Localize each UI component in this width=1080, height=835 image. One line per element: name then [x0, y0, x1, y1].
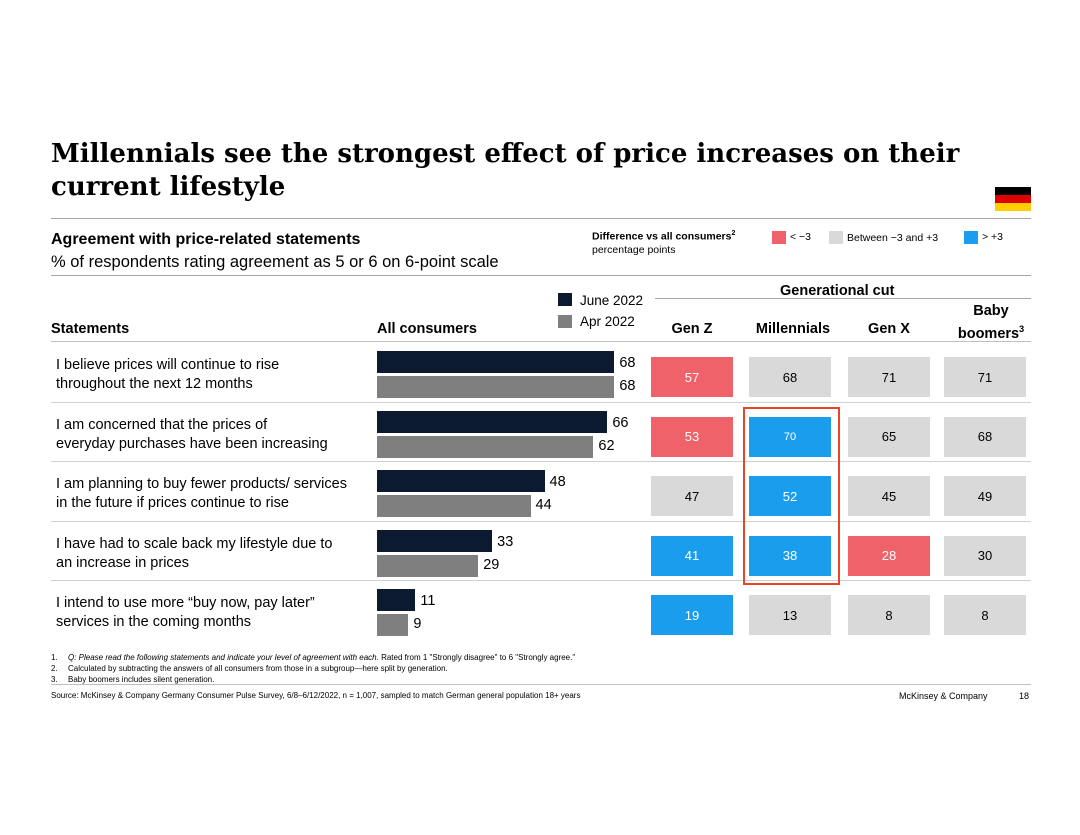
generation-cell: 38 — [749, 535, 831, 576]
bar-apr-2022 — [377, 614, 409, 636]
generation-cell: 28 — [848, 535, 930, 576]
title-divider — [51, 218, 1031, 219]
bar-value-label: 66 — [612, 414, 629, 431]
legend-swatch-april — [558, 315, 572, 328]
brand-name: McKinsey & Company — [899, 691, 988, 701]
bar-june-2022 — [377, 589, 416, 611]
generation-cell: 13 — [749, 595, 831, 635]
statement-line: throughout the next 12 months — [56, 376, 253, 392]
bar-june-2022 — [377, 470, 545, 492]
generation-cell: 71 — [944, 357, 1026, 397]
generation-cell: 68 — [944, 416, 1026, 457]
legend-label-low: < −3 — [790, 231, 812, 243]
generation-cell: 19 — [651, 595, 733, 635]
diff-legend-unit: percentage points — [592, 244, 676, 256]
generation-cell: 53 — [651, 416, 733, 457]
germany-flag-icon — [995, 187, 1031, 211]
bar-value-label: 11 — [420, 593, 436, 609]
bar-june-2022 — [377, 529, 493, 552]
header-divider — [51, 341, 1031, 342]
bar-apr-2022 — [377, 435, 594, 458]
statement-line: I am concerned that the prices of — [56, 416, 268, 433]
footer-divider — [51, 684, 1031, 685]
generation-cell: 30 — [944, 535, 1026, 576]
chart-unit: % of respondents rating agreement as 5 o… — [51, 253, 499, 271]
bar-apr-2022 — [377, 376, 615, 398]
generation-cell: 52 — [749, 476, 831, 516]
generation-cell: 45 — [848, 476, 930, 516]
legend-swatch-june — [558, 293, 572, 306]
bar-value-label: 68 — [619, 355, 636, 371]
flag-stripe — [995, 187, 1031, 195]
statement-line: I intend to use more “buy now, pay later… — [56, 595, 315, 611]
chart-subtitle: Agreement with price-related statements — [51, 231, 361, 248]
footnote-3: 3. Baby boomers includes silent generatio… — [51, 675, 215, 684]
bar-value-label: 29 — [483, 556, 500, 573]
legend-label-june: June 2022 — [580, 293, 644, 308]
statement-label: I am concerned that the prices of everyda… — [56, 416, 376, 454]
bar-apr-2022 — [377, 495, 531, 517]
generation-cell: 8 — [944, 595, 1026, 635]
generation-cell: 49 — [944, 476, 1026, 516]
statement-line: I believe prices will continue to rise — [56, 357, 280, 373]
gen-z-header: Gen Z — [671, 321, 713, 337]
generation-cell: 8 — [848, 595, 930, 635]
generation-cell: 71 — [848, 357, 930, 397]
page-title: Millennials see the strongest effect of … — [51, 139, 960, 202]
boomers-header: Baby boomers3 — [957, 303, 1025, 342]
legend-label-april: Apr 2022 — [580, 314, 635, 329]
gen-x-header: Gen X — [868, 321, 910, 337]
bar-june-2022 — [377, 351, 615, 373]
bar-value-label: 68 — [619, 378, 636, 394]
page-number: 18 — [1019, 691, 1030, 701]
millennials-highlight — [743, 407, 840, 585]
row-divider — [51, 580, 1031, 581]
generation-cell: 65 — [848, 416, 930, 457]
statement-label: I am planning to buy fewer products/ ser… — [56, 475, 376, 513]
legend-label-mid: Between −3 and +3 — [847, 232, 939, 244]
bar-value-label: 33 — [497, 533, 514, 550]
bar-june-2022 — [377, 410, 608, 433]
subtitle-divider — [51, 275, 1031, 276]
statement-line: services in the coming months — [56, 614, 252, 630]
statements-header: Statements — [51, 321, 130, 337]
bar-value-label: 44 — [535, 497, 552, 513]
statement-line: an increase in prices — [56, 554, 189, 571]
footnote-1: 1. Q: Please read the following statement… — [51, 653, 576, 662]
footnote-2: 2. Calculated by subtracting the answers … — [51, 664, 448, 673]
statement-line: everyday purchases have been increasing — [56, 435, 328, 452]
statement-line: I have had to scale back my lifestyle du… — [56, 535, 333, 552]
flag-stripe — [995, 195, 1031, 203]
legend-label-high: > +3 — [982, 231, 1004, 243]
statement-line: in the future if prices continue to rise — [56, 495, 289, 511]
statement-label: I believe prices will continue to rise th… — [56, 356, 376, 394]
bar-value-label: 9 — [413, 616, 422, 632]
generation-cell: 47 — [651, 476, 733, 516]
millennials-header: Millennials — [755, 321, 831, 337]
legend-swatch-mid — [829, 231, 843, 244]
bar-value-label: 48 — [549, 474, 566, 490]
statement-line: I am planning to buy fewer products/ ser… — [56, 476, 347, 492]
row-divider — [51, 461, 1031, 462]
row-divider — [51, 401, 1031, 403]
bar-apr-2022 — [377, 554, 479, 577]
bar-value-label: 62 — [598, 437, 615, 454]
generation-cell: 68 — [749, 357, 831, 397]
generation-cell: 57 — [651, 357, 733, 397]
generation-cell: 70 — [749, 416, 831, 457]
source-note: Source: McKinsey & Company Germany Consu… — [51, 691, 581, 700]
diff-legend-title: Difference vs all consumers2 — [592, 230, 736, 243]
legend-swatch-low — [772, 231, 786, 244]
flag-stripe — [995, 203, 1031, 211]
statement-label: I have had to scale back my lifestyle du… — [56, 535, 376, 573]
generational-cut-divider — [655, 298, 1031, 299]
row-divider — [51, 520, 1031, 522]
generation-cell: 41 — [651, 535, 733, 576]
generational-cut-header: Generational cut — [780, 283, 895, 299]
legend-swatch-high — [964, 231, 978, 244]
statement-label: I intend to use more “buy now, pay later… — [56, 594, 376, 632]
all-consumers-header: All consumers — [377, 321, 477, 337]
